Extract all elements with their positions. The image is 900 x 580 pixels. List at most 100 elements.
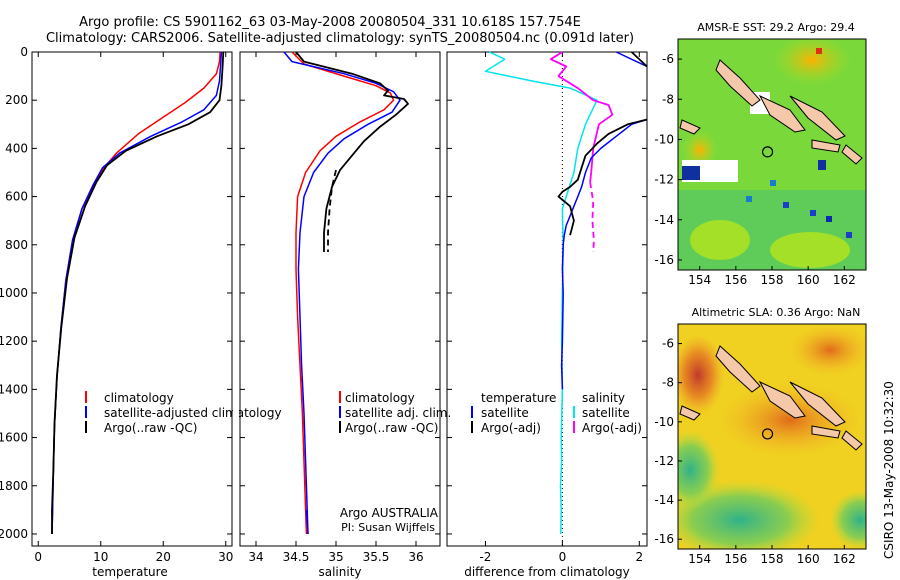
map-x-tick-label: 162 [833,552,856,566]
salinity-xlabel: salinity [318,565,361,579]
series-line-black [557,118,648,236]
series-line-blue [51,51,223,535]
island-shape [811,139,841,153]
map-x-tick-label: 160 [797,552,820,566]
temperature-plot-frame [31,51,233,547]
y-tick-label: 0 [20,45,28,59]
series-line-black [51,51,225,534]
legend-label-sal-argo: Argo(-adj) [582,421,642,435]
x-tick-label: 20 [156,550,171,564]
x-tick-label: 30 [218,550,233,564]
sst-warm-patch [770,232,850,268]
map-y-tick-label: -10 [654,415,674,429]
series-line-blue [305,509,309,535]
annotation-argo-australia: Argo AUSTRALIA [340,506,439,520]
y-tick-label: 400 [5,141,28,155]
map-y-tick-label: -12 [654,173,674,187]
difference-plot-frame [446,51,648,547]
legend-title-salinity: salinity [582,391,625,405]
map-y-tick-label: -16 [654,532,674,546]
island-shape [758,380,806,419]
sst-cold-pixel [682,166,700,180]
sla-map-panel: Altimetric SLA: 0.36 Argo: NaN 154 156 158… [654,306,867,566]
legend-label-argo: Argo(..raw -QC) [345,421,438,435]
sst-cold-pixel [770,180,776,186]
annotation-pi: PI: Susan Wijffels [341,521,435,534]
sst-cold-pixel [818,160,826,170]
series-line-red [51,51,221,535]
map-x-tick-label: 160 [797,273,820,287]
sst-cold-pixel [783,202,789,208]
legend-label-temp-argo: Argo(-adj) [481,421,541,435]
map-x-tick-label: 158 [761,552,784,566]
series-line-black [630,51,648,68]
y-tick-label: 1400 [0,382,28,396]
island-shape [679,405,701,421]
legend-label-sal-satellite: satellite [582,406,630,420]
legend-label-climatology: climatology [104,391,174,405]
sst-cold-pixel [826,216,832,222]
x-tick-label: 2 [635,550,643,564]
salinity-panel: 34 34.5 35 35.5 36 salinity [239,51,441,579]
legend-label-temp-satellite: satellite [481,406,529,420]
y-tick-label: 1000 [0,286,28,300]
x-tick-label: 34 [248,550,263,564]
y-tick-label: 200 [5,93,28,107]
timestamp-label: CSIRO 13-May-2008 10:32:30 [882,381,896,559]
map-y-tick-label: -8 [662,92,674,106]
sla-low-anomaly [678,480,820,549]
map-y-tick-label: -12 [654,454,674,468]
y-tick-label: 1200 [0,334,28,348]
series-line-magenta [549,51,614,183]
sst-cold-pixel [846,232,852,238]
island-shape [789,381,846,427]
sla-low-anomaly [830,490,866,549]
series-line-blue [283,51,401,535]
y-tick-label: 1800 [0,479,28,493]
x-tick-label: 0 [559,550,567,564]
map-y-tick-label: -14 [654,493,674,507]
map-x-tick-label: 162 [833,273,856,287]
island-shape [841,430,863,451]
sst-cold-pixel [746,196,752,202]
sla-high-anomaly [790,325,866,375]
island-shape [715,345,761,393]
map-x-tick-label: 154 [688,552,711,566]
map-x-tick-label: 158 [761,273,784,287]
island-shape [841,144,863,165]
series-line-blue [615,51,648,68]
map-x-tick-label: 156 [724,273,747,287]
map-x-tick-label: 154 [688,273,711,287]
figure-title-line2: Climatology: CARS2006. Satellite-adjuste… [46,31,634,46]
map-y-tick-label: -6 [662,52,674,66]
x-tick-label: -2 [479,550,491,564]
island-shape [715,59,761,107]
map-y-tick-label: -10 [654,132,674,146]
salinity-plot-frame [239,51,441,547]
x-tick-label: 34.5 [283,550,310,564]
argo-position-marker [761,146,774,158]
map-y-tick-label: -14 [654,213,674,227]
legend-label-satellite-adj: satellite adj. clim. [345,406,451,420]
figure-title-line1: Argo profile: CS 5901162_63 03-May-2008 … [79,15,581,30]
island-shape [811,425,841,439]
sst-cold-pixel [810,210,816,216]
island-shape [789,95,846,141]
temperature-xlabel: temperature [92,565,167,579]
temperature-panel: 0 10 20 30 0 200 400 600 800 1000 1200 1400 1600 1800… [0,45,233,579]
sst-warm-patch [690,220,750,260]
legend-label-argo: Argo(..raw -QC) [104,421,197,435]
sst-map-title: AMSR-E SST: 29.2 Argo: 29.4 [697,21,855,34]
y-tick-label: 1600 [0,431,28,445]
x-tick-label: 35 [328,550,343,564]
series-line-red [291,51,395,535]
series-line-black [327,169,337,252]
difference-xlabel: difference from climatology [464,565,630,579]
x-tick-label: 0 [34,550,42,564]
island-shape [758,94,806,133]
legend-title-temperature: temperature [481,391,556,405]
temperature-legend-mask [233,395,239,435]
island-shape [679,119,701,135]
series-line-blue [560,118,648,390]
